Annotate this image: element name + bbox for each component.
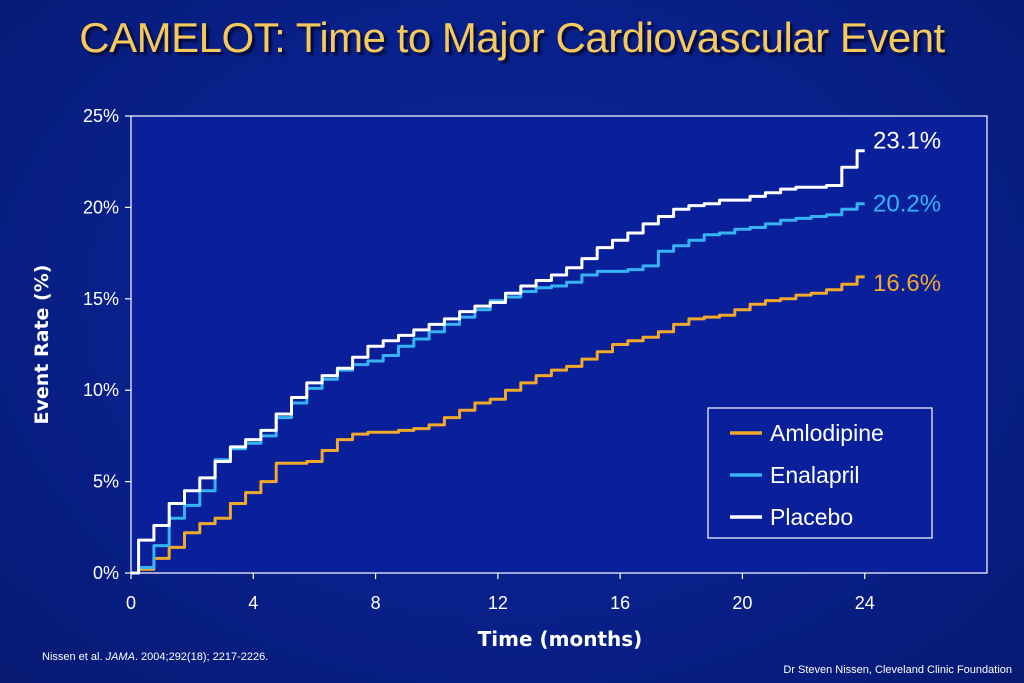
x-tick-label: 4	[248, 593, 258, 613]
series-line-placebo	[131, 149, 865, 575]
plot-area	[130, 115, 988, 574]
x-tick-label: 20	[732, 593, 752, 613]
citation: Nissen et al. JAMA. 2004;292(18); 2217-2…	[42, 651, 268, 663]
legend-label-placebo: Placebo	[770, 504, 853, 530]
end-label-enalapril: 20.2%	[873, 191, 941, 218]
citation-authors: Nissen et al.	[42, 651, 106, 663]
end-label-amlodipine: 16.6%	[873, 270, 941, 297]
series-lines	[131, 149, 865, 575]
y-tick-label: 25%	[83, 106, 119, 126]
citation-details: . 2004;292(18); 2217-2226.	[134, 651, 269, 663]
y-tick-label: 10%	[83, 380, 119, 400]
legend-label-enalapril: Enalapril	[770, 462, 860, 488]
legend-box	[707, 407, 933, 539]
x-tick-label: 0	[126, 593, 136, 613]
y-tick-label: 5%	[93, 472, 119, 492]
y-axis: 0% 5% 10% 15% 20% 25%	[83, 106, 131, 583]
citation-journal: JAMA	[105, 651, 135, 663]
y-tick-label: 15%	[83, 289, 119, 309]
end-labels: 16.6% 20.2% 23.1%	[873, 128, 941, 297]
x-tick-label: 8	[371, 593, 381, 613]
end-label-placebo: 23.1%	[873, 128, 941, 155]
page-title: CAMELOT: Time to Major Cardiovascular Ev…	[79, 14, 945, 61]
credit: Dr Steven Nissen, Cleveland Clinic Found…	[783, 664, 1012, 676]
x-axis-title: Time (months)	[478, 627, 643, 651]
series-line-enalapril	[131, 202, 865, 575]
y-axis-title: Event Rate (%)	[31, 265, 53, 425]
x-tick-label: 24	[855, 593, 875, 613]
legend: Amlodipine Enalapril Placebo	[707, 407, 933, 539]
x-tick-label: 16	[610, 593, 630, 613]
y-tick-label: 20%	[83, 197, 119, 217]
y-tick-label: 0%	[93, 563, 119, 583]
legend-label-amlodipine: Amlodipine	[770, 420, 884, 446]
series-line-amlodipine	[131, 275, 865, 575]
x-axis: 0 4 8 12 16 20 24	[126, 573, 875, 613]
x-tick-label: 12	[488, 593, 508, 613]
